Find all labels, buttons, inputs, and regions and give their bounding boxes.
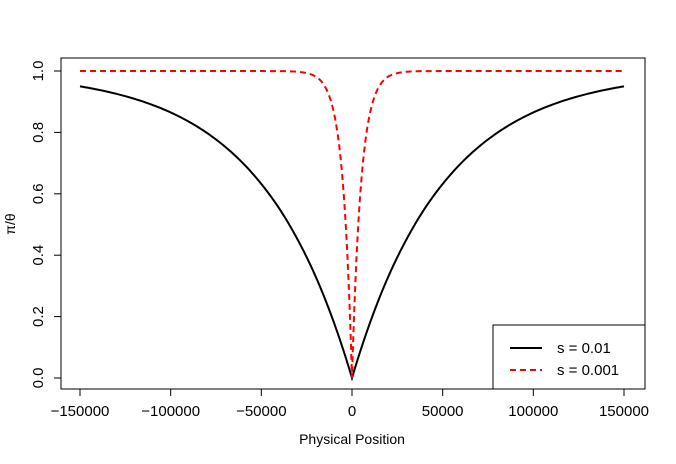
x-tick-label: 150000 <box>599 403 649 420</box>
legend-label-1: s = 0.01 <box>557 340 611 357</box>
x-tick-label: 50000 <box>422 403 464 420</box>
y-axis: 0.0 0.2 0.4 0.6 0.8 1.0 <box>30 61 62 389</box>
y-tick-label: 0.2 <box>30 306 47 327</box>
series-layer <box>79 70 625 382</box>
x-tick-label: 0 <box>348 403 356 420</box>
y-tick-label: 0.4 <box>30 245 47 266</box>
x-axis: −150000 −100000 −50000 0 50000 100000 150000 <box>51 388 649 420</box>
y-tick-label: 0.0 <box>30 368 47 389</box>
y-tick-label: 1.0 <box>30 61 47 82</box>
legend: s = 0.01 s = 0.001 <box>492 324 646 390</box>
x-tick-label: −150000 <box>51 403 110 420</box>
series-line-2 <box>80 70 624 379</box>
y-axis-title: π/θ <box>2 213 18 235</box>
y-tick-label: 0.6 <box>30 183 47 204</box>
x-tick-label: −100000 <box>141 403 200 420</box>
legend-box <box>492 324 646 390</box>
x-tick-label: −50000 <box>236 403 286 420</box>
y-tick-label: 0.8 <box>30 122 47 143</box>
x-axis-title: Physical Position <box>299 431 405 447</box>
x-tick-label: 100000 <box>508 403 558 420</box>
legend-label-2: s = 0.001 <box>557 362 619 379</box>
